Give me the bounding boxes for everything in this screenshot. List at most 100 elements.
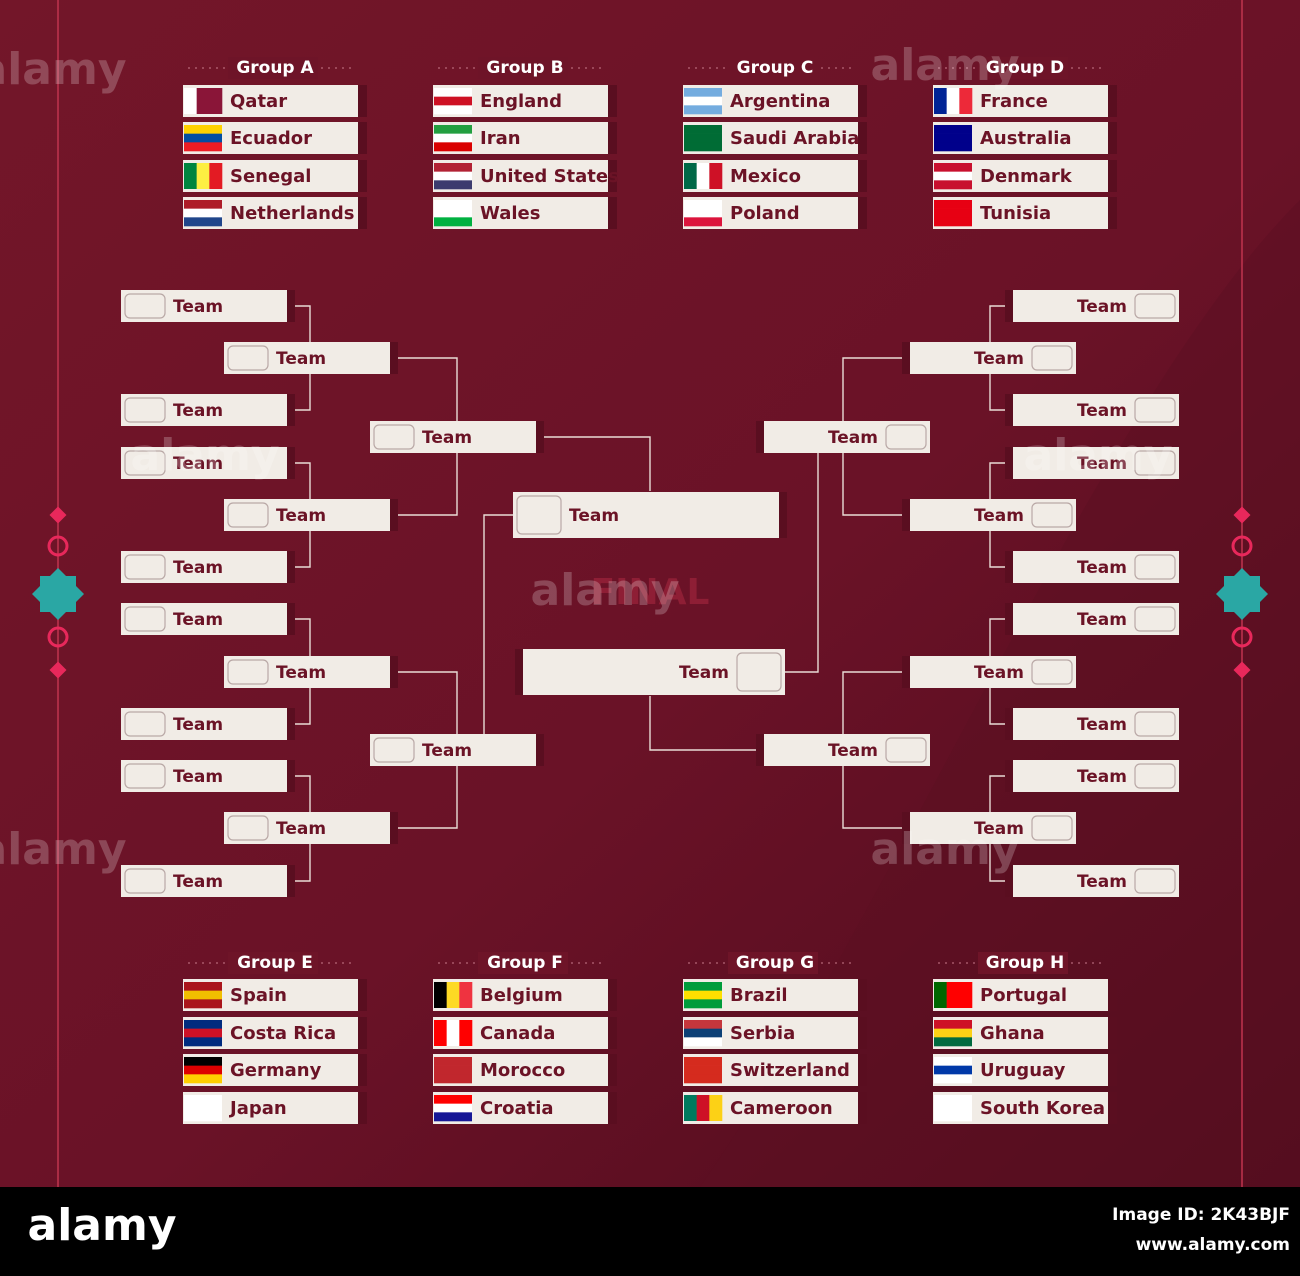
- slot-team: Team: [422, 741, 472, 761]
- slot-tab: [1005, 394, 1015, 426]
- flag-stripe: [934, 1112, 972, 1122]
- flag-stripe: [446, 1020, 460, 1046]
- slot-tab: [285, 290, 295, 322]
- team-slot: Team: [1005, 551, 1179, 583]
- slot-bg: [910, 812, 1076, 844]
- slot-bg: [1013, 447, 1179, 479]
- slot-tab: [285, 865, 295, 897]
- group-title: Group A: [236, 58, 314, 78]
- slot-team: Team: [173, 297, 223, 317]
- flag-stripe: [184, 217, 222, 227]
- flag-stripe: [709, 1095, 723, 1121]
- slot-bg: [121, 551, 287, 583]
- group-title-bg: [478, 952, 568, 974]
- team-name: Ecuador: [230, 128, 312, 149]
- slot-tab: [1005, 760, 1015, 792]
- team-slot: Team: [1005, 394, 1179, 426]
- flag-stripe: [459, 982, 473, 1008]
- group-title: Group B: [486, 58, 563, 78]
- team-name: Senegal: [230, 166, 311, 187]
- flag-stripe: [434, 200, 472, 209]
- flag-stripe: [434, 96, 472, 106]
- watermark: alamy: [0, 44, 127, 95]
- flag-placeholder: [736, 652, 782, 692]
- flag-placeholder: [1134, 554, 1176, 580]
- slot-tab: [285, 394, 295, 426]
- flag-stripe: [184, 125, 222, 134]
- team-name: Iran: [480, 128, 521, 149]
- team-slot: Team: [902, 656, 1076, 688]
- team-name: Qatar: [230, 91, 287, 112]
- flag-placeholder: [124, 711, 166, 737]
- flag-stripe: [434, 217, 472, 227]
- team-name: Canada: [480, 1023, 555, 1044]
- flag-stripe: [434, 125, 472, 134]
- flag-stripe: [934, 200, 972, 209]
- flag-stripe: [684, 125, 722, 134]
- group-title: Group E: [237, 953, 313, 973]
- flag-stripe: [434, 1112, 472, 1122]
- flag: [684, 1095, 723, 1121]
- group-title-bg: [478, 57, 568, 79]
- flag-stripe: [184, 1028, 222, 1038]
- team-name: Australia: [980, 128, 1072, 149]
- slot-tab: [515, 649, 525, 695]
- flag-placeholder: [1031, 502, 1073, 528]
- flag-placeholder: [227, 659, 269, 685]
- flag-stripe: [934, 1057, 972, 1066]
- slot-bg: [1013, 865, 1179, 897]
- footer-bar: [0, 1187, 1300, 1276]
- slot-team: Team: [828, 428, 878, 448]
- team-name: Uruguay: [980, 1060, 1066, 1081]
- slot-bg: [224, 499, 390, 531]
- team-slot: Team: [121, 290, 295, 322]
- flag-placeholder: [227, 815, 269, 841]
- flag-stripe: [184, 88, 197, 114]
- team-slot: Team: [515, 649, 785, 695]
- slot-team: Team: [173, 610, 223, 630]
- slot-bg: [1013, 708, 1179, 740]
- flag-stripe: [684, 1065, 722, 1075]
- flag-stripe: [684, 1037, 722, 1047]
- flag-placeholder: [124, 554, 166, 580]
- flag-stripe: [696, 163, 710, 189]
- team-slot: Team: [121, 551, 295, 583]
- team-slot: Team: [224, 812, 398, 844]
- slot-team: Team: [1077, 872, 1127, 892]
- group-title-bg: [228, 57, 318, 79]
- flag-stripe: [446, 982, 460, 1008]
- team-slot: Team: [1005, 708, 1179, 740]
- team-slot: Team: [1005, 447, 1179, 479]
- slot-tab: [285, 447, 295, 479]
- slot-tab: [534, 734, 544, 766]
- flag-stripe: [684, 1028, 722, 1038]
- slot-tab: [1005, 603, 1015, 635]
- slot-bg: [224, 656, 390, 688]
- team-slot: Team: [121, 760, 295, 792]
- flag-stripe: [684, 142, 722, 152]
- slot-team: Team: [276, 349, 326, 369]
- flag-placeholder: [373, 424, 415, 450]
- flag: [684, 1020, 722, 1047]
- group-title: Group D: [986, 58, 1064, 78]
- flag-placeholder: [1134, 711, 1176, 737]
- flag-stripe: [434, 88, 472, 97]
- flag-stripe: [184, 200, 222, 209]
- flag-stripe: [934, 171, 972, 181]
- team-name: United States: [480, 166, 619, 187]
- flag: [684, 200, 722, 227]
- flag-placeholder: [1134, 606, 1176, 632]
- flag: [184, 88, 223, 114]
- slot-tab: [285, 551, 295, 583]
- flag-placeholder: [1031, 815, 1073, 841]
- team-slot: Team: [121, 603, 295, 635]
- team-name: Cameroon: [730, 1098, 833, 1119]
- slot-tab: [902, 656, 912, 688]
- slot-team: Team: [679, 663, 729, 683]
- flag-placeholder: [885, 737, 927, 763]
- flag: [434, 1057, 472, 1084]
- slot-bg: [513, 492, 779, 538]
- slot-tab: [1005, 290, 1015, 322]
- slot-team: Team: [569, 506, 619, 526]
